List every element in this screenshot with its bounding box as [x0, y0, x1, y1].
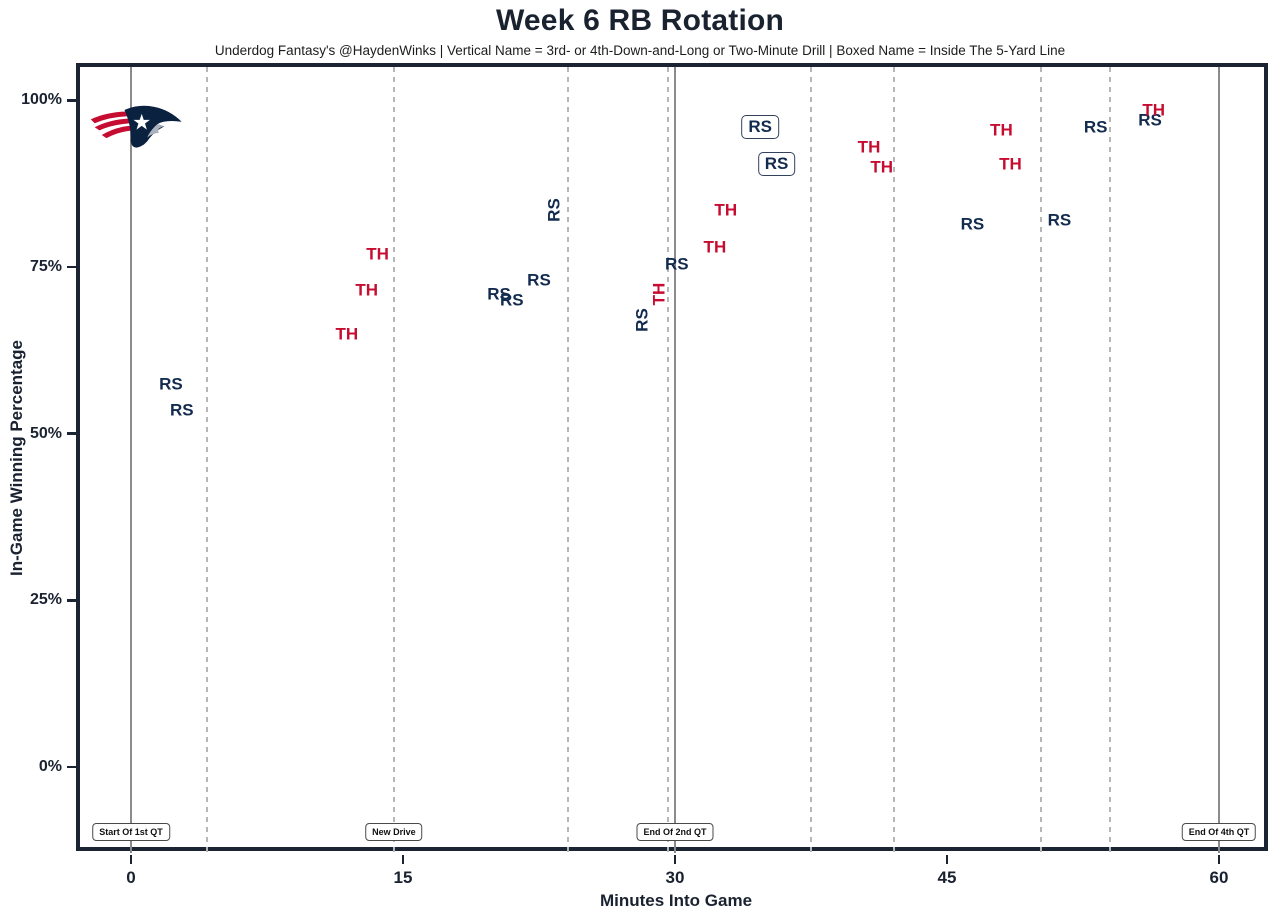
x-axis-tick-label: 0: [126, 868, 136, 887]
data-point-rs-normal: RS: [1047, 210, 1072, 230]
annotation-box: End Of 4th QT: [1181, 823, 1257, 841]
data-point-th-normal: TH: [335, 324, 359, 344]
data-point-rs-normal: RS: [159, 374, 183, 394]
data-point-rs-normal: RS: [169, 400, 194, 420]
data-point-rs-boxed: RS: [741, 114, 780, 139]
data-point-th-normal: TH: [703, 237, 727, 257]
new-drive-line: [392, 67, 395, 853]
x-axis-tick-label: 30: [665, 868, 685, 887]
x-axis-tick-label: 60: [1209, 868, 1229, 887]
plot-panel: [76, 63, 1268, 851]
new-drive-line: [1040, 67, 1043, 853]
data-point-rs-normal: RS: [960, 214, 985, 234]
data-point-rs-normal: RS: [1138, 110, 1162, 130]
y-axis-tick-label: 75%: [29, 257, 62, 275]
data-point-th-normal: TH: [990, 120, 1013, 140]
data-point-th-normal: TH: [366, 244, 389, 264]
y-axis-tick: [67, 765, 76, 769]
y-axis-tick: [67, 265, 76, 269]
data-point-rs-normal: RS: [499, 290, 524, 310]
y-axis-tick: [67, 99, 76, 102]
chart-title: Week 6 RB Rotation: [495, 4, 785, 37]
x-axis-tick: [945, 855, 949, 864]
data-point-th-normal: TH: [870, 157, 894, 177]
data-point-th-normal: TH: [857, 137, 881, 157]
new-drive-line: [567, 67, 569, 853]
new-drive-line: [809, 67, 812, 853]
x-axis-tick: [401, 855, 405, 864]
y-axis-tick-label: 50%: [29, 424, 62, 442]
y-axis-tick-label: 0%: [38, 758, 62, 775]
quarter-line: [1218, 67, 1220, 853]
x-axis-tick-label: 45: [937, 868, 957, 887]
data-point-rs-normal: RS: [527, 270, 551, 290]
data-point-rs-boxed: RS: [757, 151, 796, 176]
data-point-rs-normal: RS: [664, 254, 689, 274]
x-axis-tick: [129, 855, 133, 864]
y-axis-tick-label: 25%: [29, 591, 62, 609]
x-axis-title: Minutes Into Game: [599, 891, 753, 910]
quarter-line: [674, 67, 676, 853]
data-point-rs-normal: RS: [487, 284, 511, 304]
quarter-line: [130, 67, 132, 853]
new-drive-line: [893, 67, 896, 853]
data-point-th-normal: TH: [999, 154, 1022, 174]
annotation-box: End Of 2nd QT: [636, 823, 714, 841]
x-axis-tick: [1217, 855, 1221, 864]
annotation-box: New Drive: [365, 823, 423, 841]
x-axis-tick-label: 15: [393, 868, 413, 887]
data-point-rs-vertical: RS: [632, 308, 652, 333]
y-axis-tick-label: 100%: [21, 91, 62, 109]
data-point-rs-vertical: RS: [544, 198, 563, 223]
new-drive-line: [666, 67, 669, 853]
data-point-th-normal: TH: [355, 280, 379, 300]
annotation-box: Start Of 1st QT: [92, 823, 170, 841]
patriots-logo: [90, 105, 182, 148]
data-point-th-normal: TH: [714, 200, 738, 220]
data-point-rs-normal: RS: [1083, 117, 1108, 137]
chart-subtitle: Underdog Fantasy's @HaydenWinks | Vertic…: [214, 43, 1066, 58]
y-axis-tick: [67, 432, 76, 435]
new-drive-line: [1109, 67, 1112, 853]
y-axis-tick: [67, 599, 76, 602]
new-drive-line: [206, 67, 209, 853]
y-axis-title: In-Game Winning Percentage: [7, 340, 26, 576]
data-point-th-vertical: TH: [649, 282, 669, 305]
data-point-th-normal: TH: [1142, 100, 1166, 120]
x-axis-tick: [673, 855, 677, 864]
